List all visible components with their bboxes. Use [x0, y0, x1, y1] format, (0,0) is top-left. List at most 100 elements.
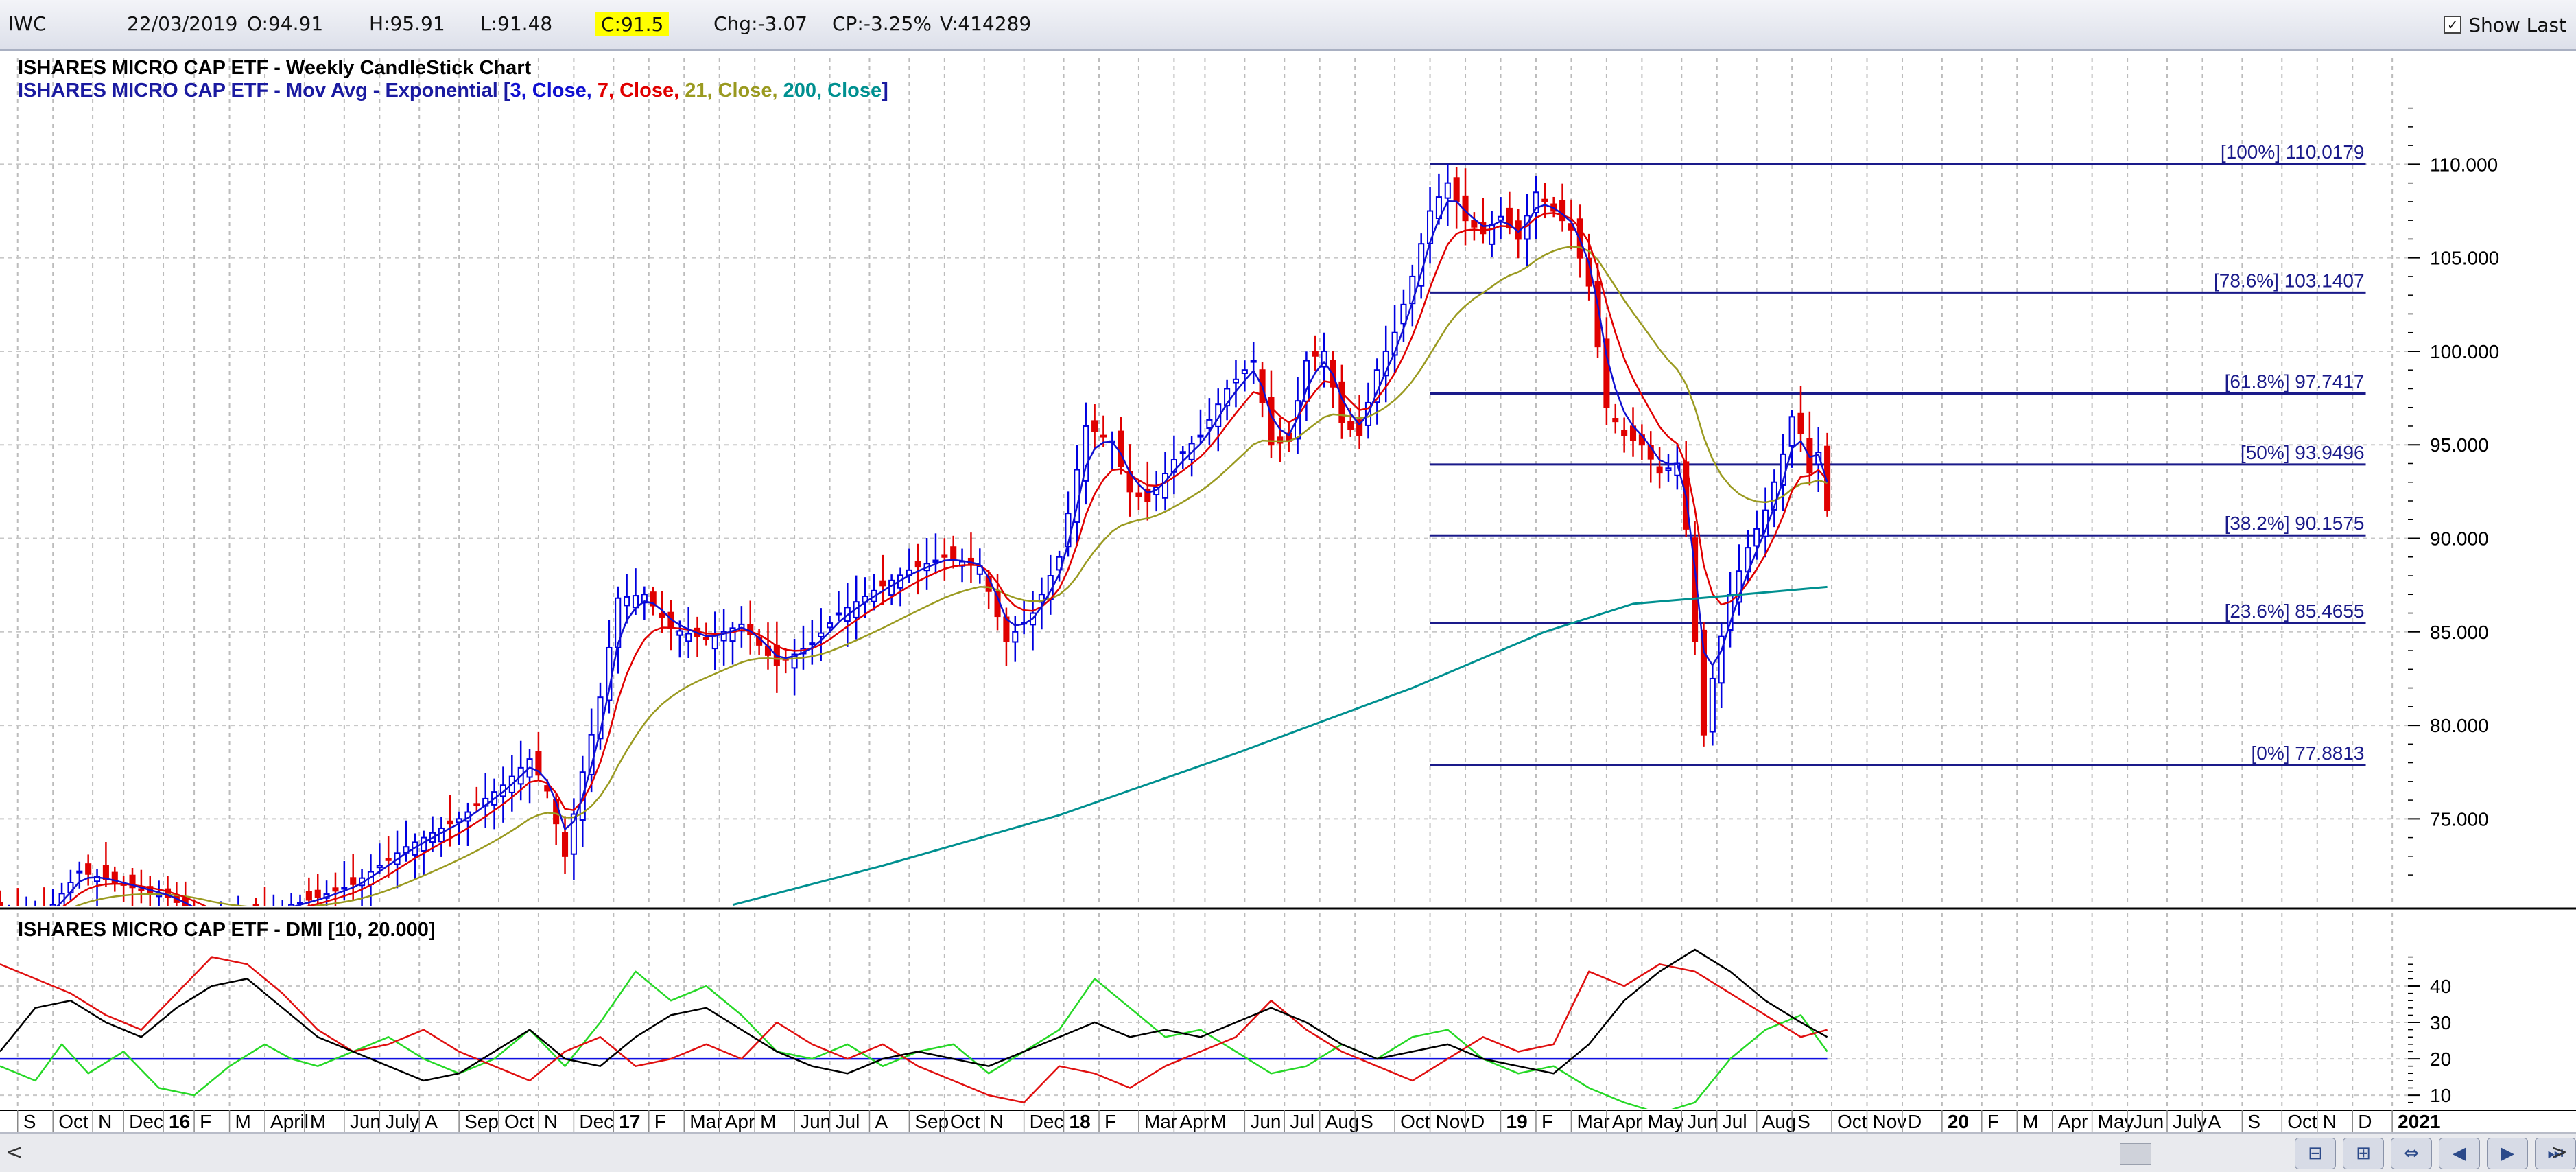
- time-tick-label: 16: [169, 1111, 190, 1132]
- candle-body: [1718, 635, 1725, 684]
- dmi-tick-label: 40: [2430, 976, 2451, 997]
- candle-body: [650, 591, 657, 607]
- candle-body: [1083, 425, 1089, 482]
- price-chart-title: ISHARES MICRO CAP ETF - Weekly CandleSti…: [18, 57, 532, 79]
- candle-body: [1709, 677, 1716, 733]
- scroll-left-arrow-icon[interactable]: <: [5, 1140, 23, 1164]
- price-tick-label: 75.000: [2430, 808, 2489, 830]
- dmi-tick-label: 30: [2430, 1012, 2451, 1033]
- candle-body: [1118, 430, 1124, 467]
- symbol-label: IWC: [8, 12, 47, 35]
- candle-body: [1179, 451, 1186, 454]
- time-tick-label: N: [98, 1111, 112, 1132]
- time-tick-label: F: [1541, 1111, 1553, 1132]
- time-tick-label: Dec: [579, 1111, 613, 1132]
- time-tick-label: S: [23, 1111, 36, 1132]
- time-tick-label: Oct: [1400, 1111, 1430, 1132]
- scroll-right-button-icon[interactable]: ▶: [2487, 1138, 2528, 1169]
- fibonacci-level-label: [38.2%] 90.1575: [2225, 513, 2365, 534]
- candle-body: [950, 546, 957, 561]
- fibonacci-levels: [100%] 110.0179 [78.6%] 103.1407 [61.8%] 9…: [1430, 141, 2366, 766]
- candle-body: [941, 554, 948, 558]
- time-tick-label: Aug: [1325, 1111, 1360, 1132]
- show-last-checkbox[interactable]: ✓: [2444, 16, 2462, 34]
- time-tick-label: M: [1210, 1111, 1226, 1132]
- candle-body: [350, 877, 357, 885]
- show-last-label: Show Last: [2468, 13, 2566, 36]
- time-tick-label: Sep: [914, 1111, 949, 1132]
- time-tick-label: Jun: [1250, 1111, 1281, 1132]
- fibonacci-level-label: [100%] 110.0179: [2221, 141, 2365, 163]
- time-tick-label: Mar: [1144, 1111, 1177, 1132]
- candle-body: [641, 594, 648, 604]
- candle-body: [535, 751, 542, 776]
- candle-body: [1206, 419, 1213, 429]
- time-tick-label: Apr: [2058, 1111, 2088, 1132]
- candle-body: [932, 559, 939, 563]
- zoom-in-icon[interactable]: ⊞: [2343, 1138, 2384, 1169]
- candle-body: [914, 560, 921, 568]
- time-tick-label: Jul: [1723, 1111, 1747, 1132]
- price-tick-label: 95.000: [2430, 434, 2489, 456]
- time-tick-label: S: [1360, 1111, 1373, 1132]
- fibonacci-level-label: [61.8%] 97.7417: [2225, 371, 2365, 392]
- time-tick-label: Jun: [1687, 1111, 1718, 1132]
- time-tick-label: F: [200, 1111, 211, 1132]
- time-tick-label: F: [654, 1111, 666, 1132]
- time-tick-label: M: [235, 1111, 251, 1132]
- time-tick-label: S: [2247, 1111, 2260, 1132]
- time-tick-label: 19: [1506, 1111, 1528, 1132]
- scroll-thumb[interactable]: [2120, 1143, 2151, 1165]
- candle-body: [676, 630, 683, 636]
- legend-prefix: ISHARES MICRO CAP ETF - Mov Avg - Expone…: [18, 80, 510, 102]
- candle-body: [1700, 629, 1707, 736]
- candle-body: [1303, 360, 1310, 402]
- candle-body: [1347, 421, 1354, 430]
- price-tick-label: 100.000: [2430, 341, 2499, 362]
- time-tick-label: A: [425, 1111, 438, 1132]
- candle-body: [447, 820, 453, 825]
- candle-body: [49, 904, 56, 906]
- candle-body: [1656, 466, 1663, 474]
- candle-body: [1788, 416, 1795, 447]
- candle-body: [305, 891, 312, 901]
- horizontal-scrollbar[interactable]: < ⊟ ⊞ ⇔ ◀ ▶ ⏭ >: [0, 1132, 2576, 1172]
- candle-body: [827, 622, 834, 629]
- time-tick-label: Oct: [504, 1111, 534, 1132]
- candle-body: [58, 893, 65, 906]
- candle-body: [1453, 177, 1460, 202]
- close-value: C:91.5: [595, 12, 670, 36]
- candle-body: [129, 874, 136, 889]
- candle-body: [1356, 419, 1363, 436]
- zoom-out-icon[interactable]: ⊟: [2295, 1138, 2336, 1169]
- chart-area[interactable]: [100%] 110.0179 [78.6%] 103.1407 [61.8%] 9…: [0, 51, 2576, 1132]
- legend-suffix: ]: [882, 80, 888, 102]
- candle-body: [1471, 220, 1478, 228]
- change-percent-value: CP:-3.25%: [832, 12, 932, 35]
- candle-body: [879, 580, 886, 587]
- scroll-right-arrow-icon[interactable]: >: [2550, 1140, 2568, 1164]
- candle-body: [296, 902, 304, 905]
- candle-body: [1480, 222, 1487, 235]
- time-tick-label: D: [2358, 1111, 2372, 1132]
- candle-body: [1533, 191, 1539, 213]
- expand-icon[interactable]: ⇔: [2391, 1138, 2432, 1169]
- di-minus-line: [0, 956, 1828, 1103]
- candle-body: [42, 913, 47, 916]
- candle-body: [1400, 303, 1407, 325]
- show-last-toggle[interactable]: ✓ Show Last: [2444, 11, 2566, 38]
- candle-body: [1621, 430, 1628, 436]
- time-tick-label: July: [2173, 1111, 2207, 1132]
- candle-body: [711, 635, 718, 650]
- ema3-line: [56, 200, 1828, 906]
- candle-body: [111, 871, 118, 884]
- candle-body: [729, 627, 736, 642]
- candle-body: [1161, 473, 1169, 499]
- time-tick-label: May: [2098, 1111, 2134, 1132]
- candle-body: [288, 904, 295, 906]
- candle-body: [1559, 200, 1566, 222]
- ema21-line: [74, 245, 1828, 906]
- scroll-left-button-icon[interactable]: ◀: [2439, 1138, 2480, 1169]
- candlesticks: [0, 164, 1831, 916]
- fibonacci-level-label: [78.6%] 103.1407: [2214, 270, 2365, 291]
